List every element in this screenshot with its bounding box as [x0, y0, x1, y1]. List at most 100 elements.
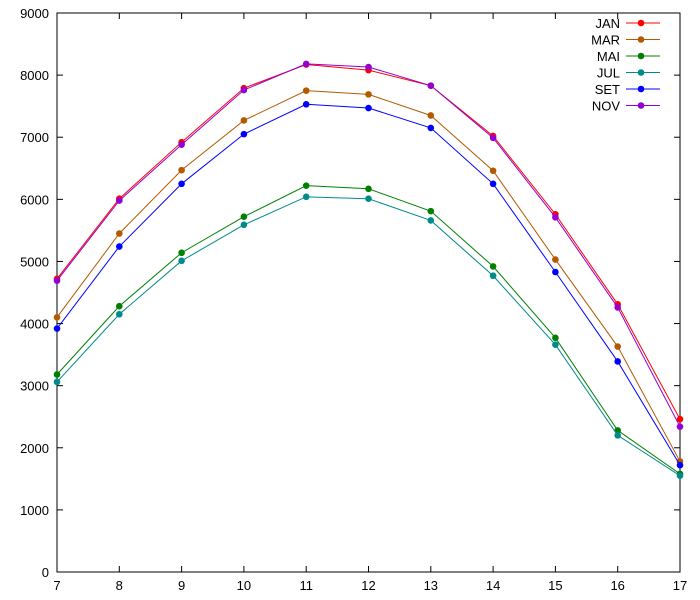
- y-tick-label: 7000: [20, 130, 49, 145]
- data-point: [53, 277, 61, 284]
- data-point: [614, 343, 621, 350]
- legend-marker: [637, 52, 645, 60]
- data-point: [365, 91, 372, 98]
- legend-item-set: SET: [595, 82, 660, 97]
- x-tick-label: 8: [116, 578, 123, 593]
- legend-marker: [637, 102, 645, 109]
- data-point: [240, 130, 248, 138]
- y-tick-label: 1000: [20, 503, 49, 518]
- data-point: [365, 195, 372, 203]
- data-point: [427, 217, 435, 224]
- x-tick-label: 17: [673, 578, 687, 593]
- series-mar: [53, 87, 684, 465]
- data-point: [365, 185, 372, 193]
- data-point: [240, 117, 248, 124]
- data-point: [178, 257, 185, 265]
- data-point: [427, 207, 435, 215]
- series-line: [56, 63, 681, 427]
- data-point: [489, 134, 497, 142]
- legend-item-mar: MAR: [591, 33, 660, 48]
- series-line: [56, 90, 681, 462]
- legend-marker: [637, 36, 645, 43]
- data-point: [552, 268, 559, 276]
- y-tick-label: 5000: [20, 254, 49, 269]
- series-set: [53, 101, 684, 469]
- x-tick-label: 12: [361, 578, 375, 593]
- series-layer: [53, 60, 684, 480]
- data-point: [676, 415, 684, 423]
- data-point: [676, 461, 684, 469]
- series-jan: [53, 61, 684, 423]
- series-nov: [53, 60, 684, 430]
- series-line: [56, 103, 681, 466]
- legend-marker: [637, 19, 645, 27]
- data-point: [614, 358, 621, 365]
- legend-label: MAR: [591, 33, 620, 48]
- x-tick-label: 14: [486, 578, 500, 593]
- data-point: [302, 87, 310, 94]
- data-point: [302, 182, 310, 189]
- data-point: [302, 60, 310, 68]
- data-point: [178, 141, 185, 148]
- data-point: [178, 249, 185, 257]
- legend-item-mai: MAI: [597, 49, 660, 64]
- legend-label: JUL: [597, 66, 620, 81]
- data-point: [489, 167, 497, 175]
- legend-label: NOV: [592, 99, 621, 114]
- y-tick-label: 4000: [20, 317, 49, 332]
- x-tick-label: 11: [299, 578, 313, 593]
- data-point: [178, 166, 185, 174]
- series-line: [56, 196, 681, 477]
- data-point: [489, 263, 497, 270]
- y-tick-label: 3000: [20, 379, 49, 394]
- y-tick-label: 9000: [20, 6, 49, 21]
- data-point: [676, 472, 684, 480]
- legend-item-jan: JAN: [595, 16, 660, 31]
- legend-marker: [637, 85, 645, 93]
- data-point: [116, 230, 123, 237]
- series-line: [56, 64, 681, 420]
- legend-item-nov: NOV: [592, 99, 660, 114]
- data-point: [427, 82, 435, 89]
- data-point: [240, 86, 248, 94]
- data-point: [489, 180, 497, 188]
- data-point: [614, 427, 621, 434]
- data-point: [240, 213, 248, 221]
- data-point: [552, 341, 559, 348]
- x-tick-label: 7: [53, 578, 60, 593]
- x-tick-label: 15: [548, 578, 562, 593]
- legend-item-jul: JUL: [597, 66, 660, 81]
- series-mai: [53, 182, 684, 478]
- data-point: [676, 423, 684, 430]
- data-point: [489, 272, 497, 280]
- data-point: [116, 243, 123, 250]
- y-tick-label: 2000: [20, 441, 49, 456]
- x-tick-label: 16: [610, 578, 624, 593]
- data-point: [552, 256, 559, 263]
- legend-label: JAN: [595, 16, 620, 31]
- x-tick-label: 9: [178, 578, 185, 593]
- data-point: [552, 334, 559, 342]
- series-line: [56, 185, 681, 475]
- legend-label: MAI: [597, 49, 620, 64]
- data-point: [53, 325, 61, 332]
- data-point: [116, 310, 123, 318]
- y-tick-label: 0: [42, 565, 49, 580]
- data-point: [116, 302, 123, 310]
- data-point: [614, 432, 621, 439]
- y-tick-label: 6000: [20, 192, 49, 207]
- data-point: [240, 221, 248, 229]
- legend-label: SET: [595, 82, 620, 97]
- data-point: [427, 112, 435, 119]
- series-jul: [53, 193, 684, 480]
- data-point: [302, 193, 310, 201]
- data-point: [427, 124, 435, 132]
- axes: 0 1000 2000 3000 4000 5000 6000 7000 8000 9000 7 8 9…: [20, 6, 687, 593]
- data-point: [178, 180, 185, 188]
- data-point: [365, 63, 372, 71]
- legend-marker: [637, 69, 645, 76]
- data-point: [365, 104, 372, 112]
- x-tick-label: 13: [424, 578, 438, 593]
